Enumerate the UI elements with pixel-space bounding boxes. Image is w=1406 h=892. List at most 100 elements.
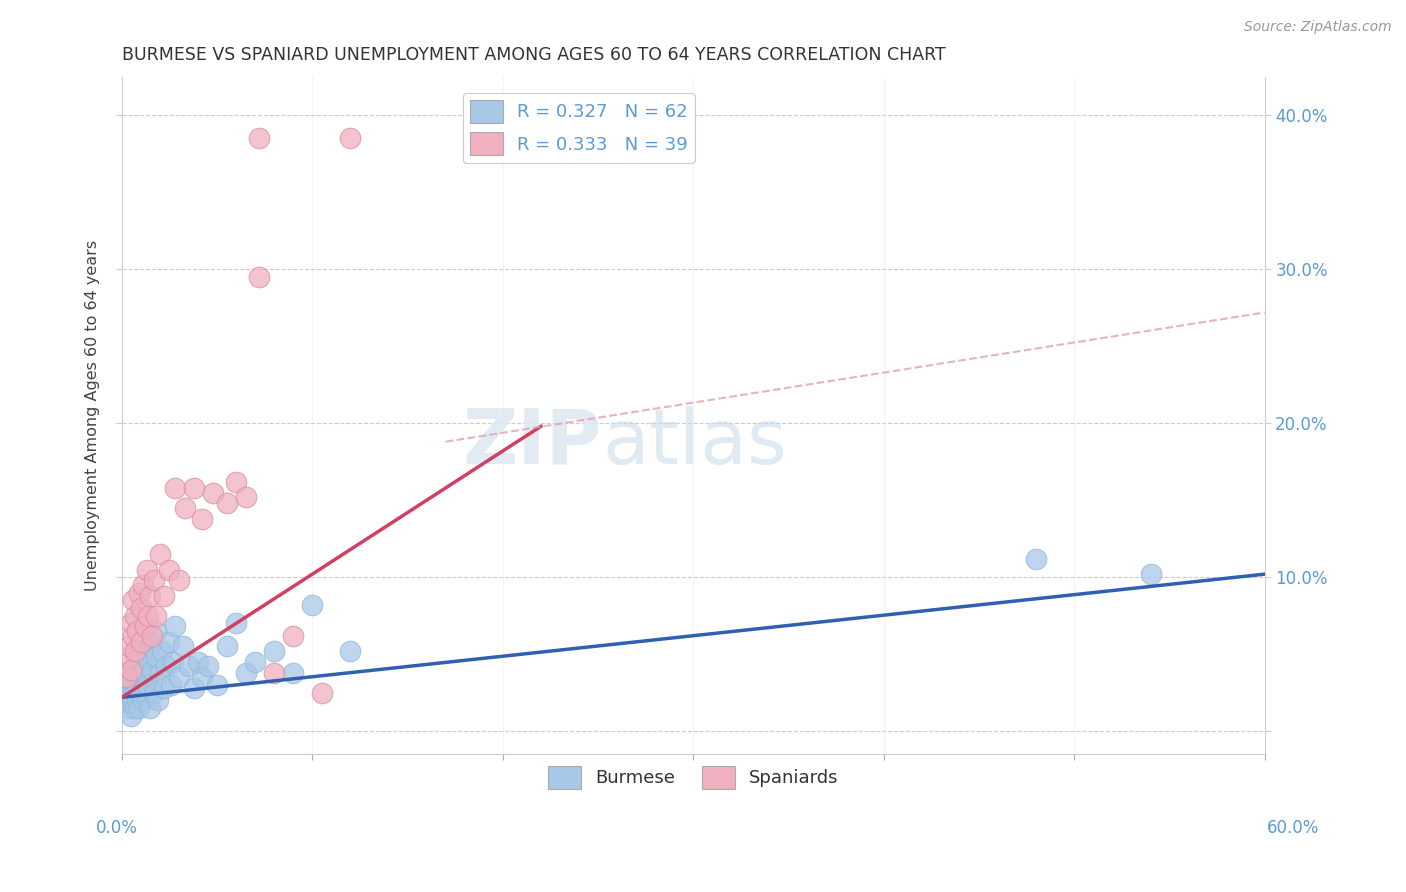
Point xyxy=(191,670,214,684)
Point xyxy=(125,678,148,692)
Point xyxy=(311,686,333,700)
Point xyxy=(118,701,141,715)
Point xyxy=(132,693,155,707)
Point xyxy=(120,663,142,677)
Point xyxy=(120,674,142,689)
Point xyxy=(173,500,195,515)
Point xyxy=(205,678,228,692)
Point xyxy=(247,131,270,145)
Legend: Burmese, Spaniards: Burmese, Spaniards xyxy=(541,758,846,796)
Point xyxy=(146,693,169,707)
Point xyxy=(187,655,209,669)
Point xyxy=(339,644,361,658)
Point xyxy=(339,131,361,145)
Point xyxy=(135,690,157,705)
Point xyxy=(122,593,145,607)
Point xyxy=(263,665,285,680)
Text: Source: ZipAtlas.com: Source: ZipAtlas.com xyxy=(1244,20,1392,34)
Point xyxy=(149,665,172,680)
Point xyxy=(162,655,184,669)
Point xyxy=(225,475,247,489)
Point xyxy=(122,697,145,711)
Point xyxy=(183,681,205,695)
Point xyxy=(132,578,155,592)
Point xyxy=(167,574,190,588)
Point xyxy=(197,659,219,673)
Point xyxy=(283,629,305,643)
Point xyxy=(141,629,163,643)
Point xyxy=(138,608,160,623)
Point xyxy=(122,665,145,680)
Point xyxy=(243,655,266,669)
Point xyxy=(172,640,194,654)
Point xyxy=(152,589,174,603)
Point xyxy=(165,619,187,633)
Text: BURMESE VS SPANIARD UNEMPLOYMENT AMONG AGES 60 TO 64 YEARS CORRELATION CHART: BURMESE VS SPANIARD UNEMPLOYMENT AMONG A… xyxy=(122,46,946,64)
Point xyxy=(134,619,156,633)
Point xyxy=(118,670,141,684)
Point xyxy=(141,663,163,677)
Point xyxy=(124,701,146,715)
Point xyxy=(122,681,145,695)
Text: 0.0%: 0.0% xyxy=(96,819,138,837)
Point xyxy=(152,681,174,695)
Point xyxy=(118,686,141,700)
Point xyxy=(120,690,142,705)
Point xyxy=(145,608,167,623)
Point xyxy=(160,678,183,692)
Text: ZIP: ZIP xyxy=(463,406,602,480)
Point xyxy=(247,270,270,285)
Point xyxy=(143,574,166,588)
Point xyxy=(149,547,172,561)
Point xyxy=(202,485,225,500)
Point xyxy=(129,635,152,649)
Point xyxy=(128,670,150,684)
Point xyxy=(143,686,166,700)
Point xyxy=(235,665,257,680)
Point xyxy=(139,640,162,654)
Point xyxy=(155,659,177,673)
Point xyxy=(125,624,148,638)
Point xyxy=(117,650,139,665)
Point xyxy=(117,678,139,692)
Text: 60.0%: 60.0% xyxy=(1267,819,1319,837)
Point xyxy=(128,585,150,599)
Point xyxy=(122,629,145,643)
Point xyxy=(1139,567,1161,582)
Point xyxy=(159,562,181,576)
Point xyxy=(167,670,190,684)
Point xyxy=(132,665,155,680)
Point xyxy=(139,701,162,715)
Point xyxy=(283,665,305,680)
Point xyxy=(124,647,146,661)
Text: atlas: atlas xyxy=(602,406,787,480)
Point xyxy=(118,640,141,654)
Point xyxy=(138,678,160,692)
Point xyxy=(145,624,167,638)
Point xyxy=(129,601,152,615)
Point xyxy=(128,701,150,715)
Point xyxy=(124,608,146,623)
Point xyxy=(225,616,247,631)
Point xyxy=(124,644,146,658)
Point xyxy=(215,496,238,510)
Point xyxy=(165,481,187,495)
Point xyxy=(215,640,238,654)
Point xyxy=(129,686,152,700)
Point xyxy=(134,650,156,665)
Point xyxy=(1025,551,1047,566)
Point xyxy=(120,663,142,677)
Point xyxy=(159,635,181,649)
Point xyxy=(125,693,148,707)
Point xyxy=(124,686,146,700)
Point xyxy=(150,644,173,658)
Point xyxy=(114,690,136,705)
Point xyxy=(135,562,157,576)
Point xyxy=(145,650,167,665)
Point xyxy=(177,659,200,673)
Point xyxy=(117,697,139,711)
Point xyxy=(120,708,142,723)
Point xyxy=(139,589,162,603)
Point xyxy=(135,632,157,646)
Point xyxy=(301,598,323,612)
